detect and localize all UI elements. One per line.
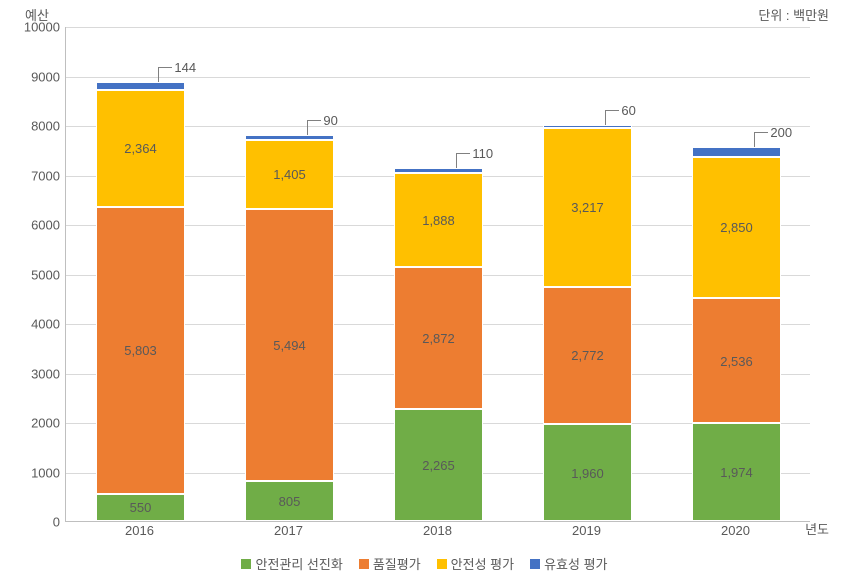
callout-line [307, 120, 321, 121]
x-tick-label: 2017 [274, 523, 303, 538]
legend-text: 유효성 평가 [544, 557, 607, 572]
budget-chart: 예산 단위 : 백만원 5505,8032,3641448055,4941,40… [10, 5, 839, 573]
bar-segment [692, 298, 781, 424]
legend-item: 품질평가 [359, 554, 421, 573]
bar-segment [245, 135, 334, 139]
bar-segment [692, 423, 781, 521]
legend-swatch [241, 559, 251, 569]
bar-segment [96, 494, 185, 521]
bar-segment [543, 125, 632, 128]
bar-value-callout: 60 [621, 103, 635, 118]
y-tick-label: 9000 [18, 69, 60, 84]
bar-segment [394, 168, 483, 173]
bar-segment [543, 128, 632, 287]
x-tick-label: 2019 [572, 523, 601, 538]
bar-value-callout: 90 [323, 113, 337, 128]
bar-segment [245, 209, 334, 481]
callout-line [158, 68, 159, 82]
y-tick-label: 3000 [18, 366, 60, 381]
bar-segment [96, 207, 185, 494]
legend-item: 유효성 평가 [530, 554, 607, 573]
plot-area: 5505,8032,3641448055,4941,405902,2652,87… [65, 27, 810, 522]
bar-segment [245, 140, 334, 210]
callout-line [605, 110, 619, 111]
callout-line [456, 154, 457, 168]
callout-line [456, 153, 470, 154]
legend-swatch [530, 559, 540, 569]
y-tick-label: 2000 [18, 416, 60, 431]
bar-segment [394, 173, 483, 266]
legend-item: 안전성 평가 [437, 554, 514, 573]
bar-segment [394, 267, 483, 409]
gridline [66, 27, 810, 28]
y-tick-label: 10000 [18, 20, 60, 35]
gridline [66, 77, 810, 78]
callout-line [754, 132, 768, 133]
legend-text: 안전성 평가 [451, 557, 514, 572]
unit-label: 단위 : 백만원 [758, 5, 829, 24]
x-axis-title: 년도 [805, 519, 829, 538]
bar-segment [692, 147, 781, 157]
bar-segment [96, 82, 185, 89]
legend-item: 안전관리 선진화 [241, 554, 342, 573]
callout-line [605, 111, 606, 125]
legend-swatch [359, 559, 369, 569]
bar-value-callout: 110 [472, 146, 493, 161]
bar-value-callout: 200 [770, 125, 792, 140]
x-tick-label: 2016 [125, 523, 154, 538]
y-tick-label: 5000 [18, 267, 60, 282]
callout-line [158, 67, 172, 68]
bar-segment [394, 409, 483, 521]
y-tick-label: 4000 [18, 317, 60, 332]
x-tick-label: 2020 [721, 523, 750, 538]
callout-line [754, 133, 755, 147]
bar-segment [543, 287, 632, 424]
legend-text: 안전관리 선진화 [255, 557, 342, 572]
bar-value-callout: 144 [174, 60, 196, 75]
legend-swatch [437, 559, 447, 569]
legend-text: 품질평가 [373, 557, 421, 572]
bar-segment [543, 424, 632, 521]
callout-line [307, 121, 308, 135]
bar-segment [245, 481, 334, 521]
y-tick-label: 0 [18, 515, 60, 530]
bar-segment [96, 90, 185, 207]
y-tick-label: 7000 [18, 168, 60, 183]
y-tick-label: 6000 [18, 218, 60, 233]
bar-segment [692, 157, 781, 298]
legend: 안전관리 선진화 품질평가 안전성 평가 유효성 평가 [10, 554, 839, 573]
y-tick-label: 1000 [18, 465, 60, 480]
y-tick-label: 8000 [18, 119, 60, 134]
x-tick-label: 2018 [423, 523, 452, 538]
